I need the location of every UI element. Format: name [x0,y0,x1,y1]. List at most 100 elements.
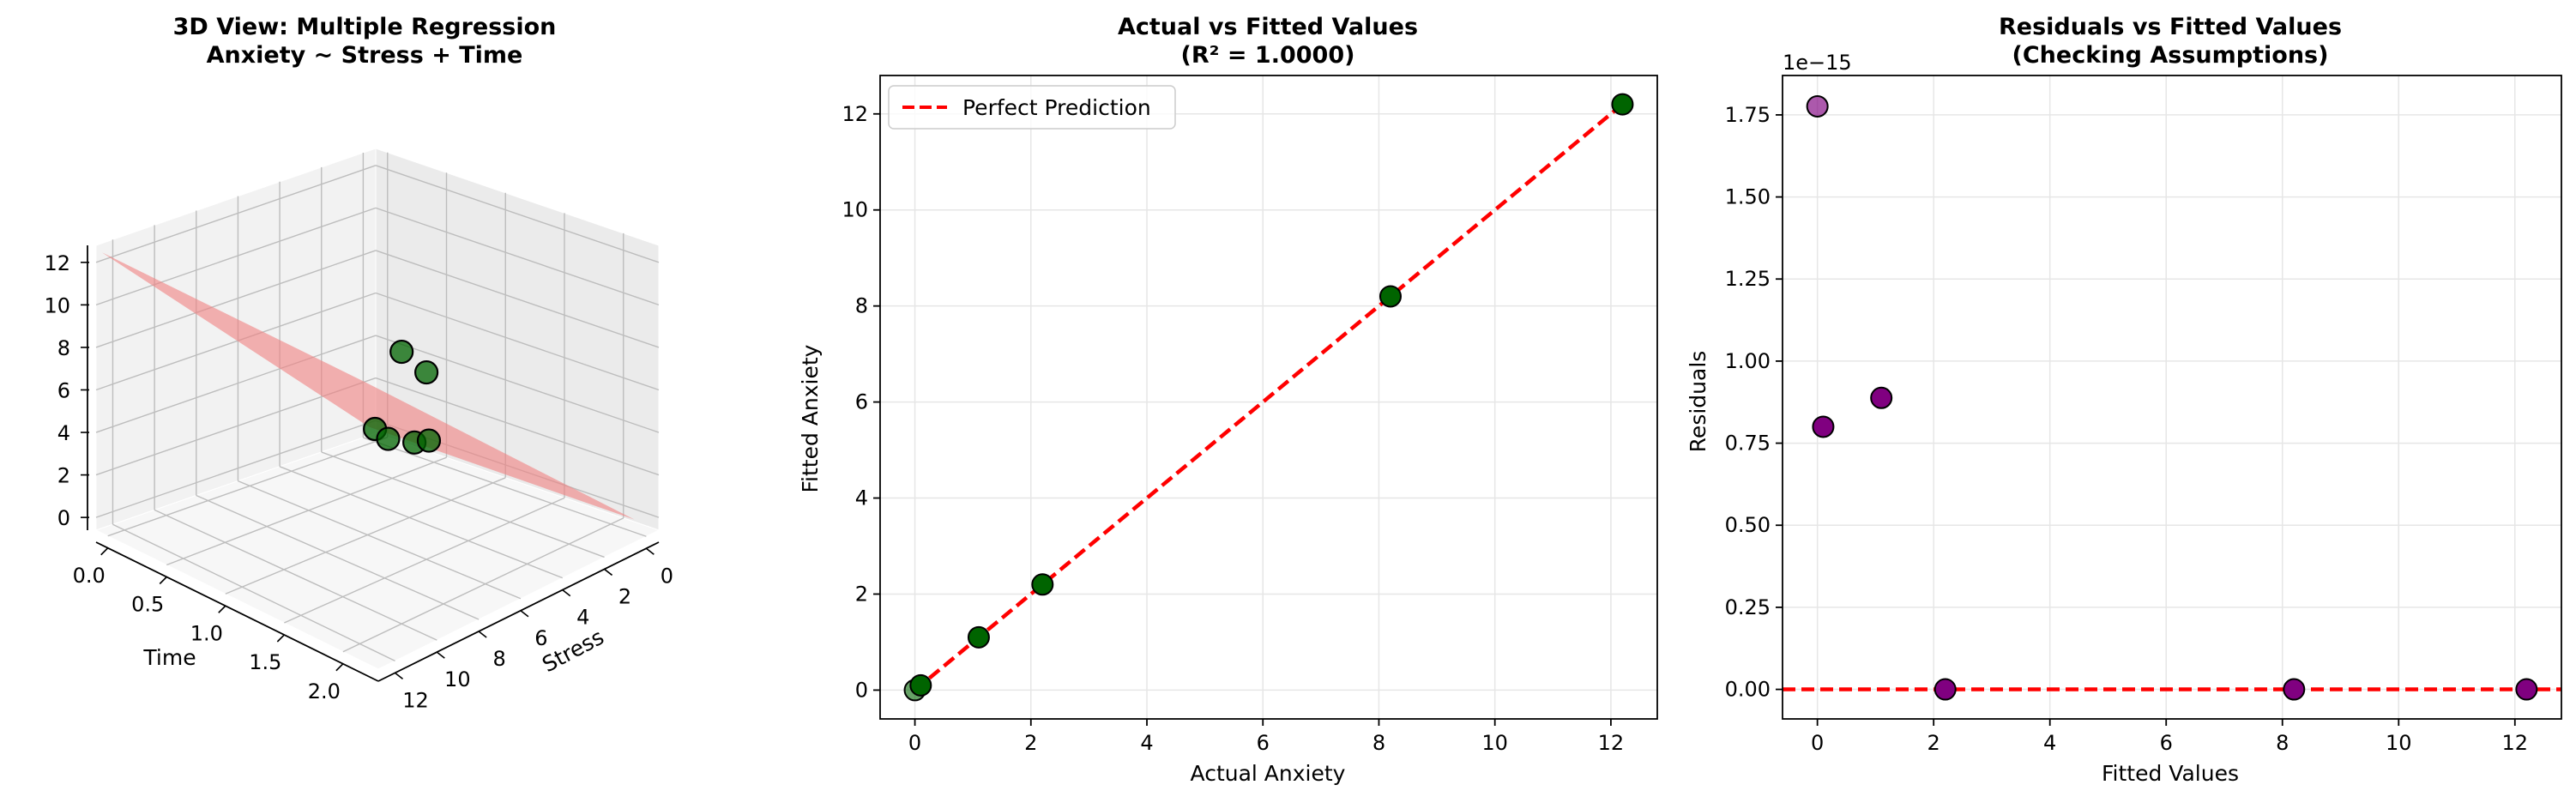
y-tick-label: 1.00 [1725,349,1771,373]
data-point [1812,415,1835,438]
z-tick-label: 12 [44,251,70,275]
stress-tick [520,610,529,618]
data-point-3d [414,359,439,385]
y-tick-label: 0.00 [1725,678,1771,702]
grid-3d [375,292,660,391]
data-point-3d [416,428,442,453]
panel-residuals: Residuals vs Fitted Values (Checking Ass… [1686,14,2562,786]
z-tick-label: 10 [44,293,70,317]
panel3-xlabel: Fitted Values [2102,761,2239,786]
x-tick-label: 2 [1927,731,1940,755]
panel3-offset-text: 1e−15 [1783,51,1852,75]
x-tick-label: 0 [908,731,921,755]
data-point [1870,386,1893,409]
grid-3d [154,509,437,641]
y-tick-label: 0.25 [1725,595,1771,619]
time-tick-label: 2.0 [308,679,341,703]
stress-tick [562,589,571,597]
data-point [1934,678,1957,701]
panel-actual-vs-fitted: Actual vs Fitted Values (R² = 1.0000) 0 2… [798,14,1658,786]
grid-3d [95,207,377,306]
stress-axis-line [377,541,660,682]
data-point [1378,285,1402,308]
y-tick-label: 0.75 [1725,432,1771,456]
y-tick-label: 12 [842,102,868,126]
legend-box [888,85,1176,130]
y-tick-label: 0.50 [1725,513,1771,537]
grid-3d [95,250,377,348]
x-tick-label: 12 [1598,731,1625,755]
time-tick [159,576,167,585]
y-tick-label: 4 [855,486,868,510]
x-tick-label: 2 [1024,731,1037,755]
y-tick-label: 10 [842,198,868,222]
x-tick-label: 4 [2043,731,2056,755]
panel2-axes: 0 2 4 6 8 10 12 0 2 4 6 8 10 12 [842,75,1658,755]
legend: Perfect Prediction [888,85,1176,130]
grid-3d [375,207,660,306]
panel2-title-line1: Actual vs Fitted Values [1118,14,1418,40]
stress-tick-label: 4 [576,606,589,630]
y-tick-label: 6 [855,390,868,414]
panel-3d-axes: 0 2 4 6 8 10 12 0.0 0.5 1.0 1.5 2.0 0 2 4 6 8 10 12 [44,148,673,712]
stress-tick-label: 0 [661,564,673,588]
x-tick-label: 6 [1257,731,1270,755]
y-tick-label: 1.25 [1725,267,1771,291]
time-tick-label: 1.0 [190,621,223,645]
z-tick-label: 6 [57,378,70,402]
time-tick [218,605,226,613]
panel2-xlabel: Actual Anxiety [1191,761,1346,786]
grid-3d [107,437,388,537]
stress-tick [604,568,613,577]
grid-3d [95,420,377,518]
reference-line-perfect-prediction [914,102,1624,692]
data-point [1031,573,1054,596]
panel3-ylabel: Residuals [1686,351,1710,453]
stress-tick-label: 12 [402,688,429,712]
grid-3d [196,494,480,620]
axes-frame [1782,75,2562,720]
z-tick-label: 8 [57,336,70,360]
time-tick [276,634,285,643]
data-point [909,673,932,697]
grid-3d [95,335,377,433]
panel2-ylabel: Fitted Anxiety [798,344,823,492]
panel-3d-title-line1: 3D View: Multiple Regression [173,14,557,40]
y-tick-label: 0 [855,678,868,702]
x-tick-label: 10 [1481,731,1508,755]
data-point [967,625,990,649]
panel3-title-line2: (Checking Assumptions) [2012,42,2329,69]
panel3-axes: 0 2 4 6 8 10 12 0.00 0.25 0.50 0.75 1.00 1.25 1.50 1.7… [1725,75,2562,755]
grid-3d [363,437,647,537]
z-tick-label: 2 [57,464,70,488]
grid-3d [112,523,395,661]
time-tick [100,547,109,556]
y-tick-label: 1.50 [1725,185,1771,209]
panel-3d: 3D View: Multiple Regression Anxiety ~ S… [44,14,673,712]
stress-tick [645,547,655,555]
time-axis-line [95,541,379,682]
data-point-3d [376,426,401,451]
grid-3d [375,335,660,433]
x-tick-label: 12 [2502,731,2529,755]
stress-tick [436,651,445,659]
time-tick-label: 1.5 [249,650,281,674]
grid-3d [375,250,660,348]
legend-label-perfect-prediction: Perfect Prediction [962,95,1151,120]
panel-3d-xlabel: Stress [538,625,607,678]
y-tick-label: 2 [855,582,868,606]
grid-3d [166,456,447,566]
stress-tick-label: 2 [618,584,631,608]
x-tick-label: 8 [2276,731,2289,755]
z-tick-label: 4 [57,421,70,445]
x-tick-label: 4 [1140,731,1153,755]
grid-3d [342,517,624,653]
panel-3d-title-line2: Anxiety ~ Stress + Time [207,42,523,69]
stress-tick-label: 6 [534,626,547,650]
stress-tick-label: 8 [492,647,505,671]
data-point [2283,678,2306,701]
z-tick-label: 0 [57,506,70,530]
grid-3d [238,480,522,600]
grid-3d [375,377,660,476]
